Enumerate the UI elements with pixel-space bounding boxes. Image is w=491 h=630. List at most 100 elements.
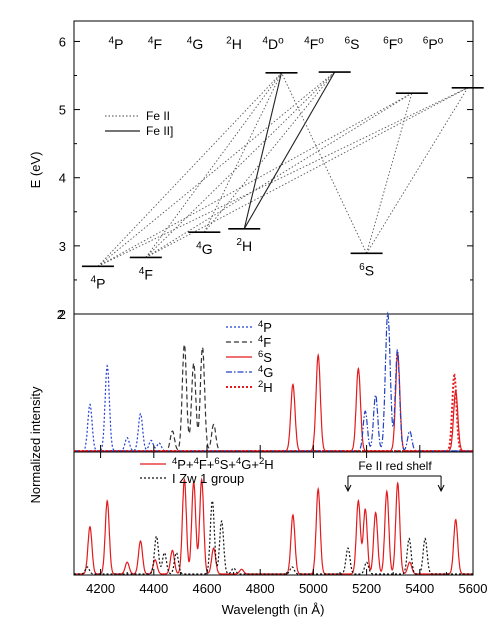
legend-label-4F-sup: 4 [258, 334, 263, 344]
legend-label-izw1: I Zw 1 group [172, 471, 244, 486]
top-label-6S: 6S [345, 35, 360, 52]
x-tick-label-4200: 4200 [86, 581, 115, 596]
component-curve-4P [74, 364, 473, 452]
legend-label-4F: 4F [258, 334, 271, 350]
combined-curve-model [74, 477, 473, 575]
transition-4F-6Fo [145, 92, 413, 258]
top-term-labels: 4P 4F 4G 2H 4Do 4Fo 6S 6Fo 6Po [109, 35, 444, 52]
component-curve-6S [74, 351, 473, 452]
top-label-4G-base: G [192, 36, 203, 52]
transition-4F-4Do [145, 72, 282, 258]
top-label-4Do: 4Do [262, 35, 284, 52]
top-label-6Po-sup2: o [438, 35, 444, 46]
top-label-2H-base: H [232, 36, 242, 52]
transition-4P-4Do [97, 72, 282, 267]
energy-panel-frame [73, 20, 474, 315]
level-label-2H-sup: 2 [236, 237, 242, 248]
transition-4F-6Po [145, 87, 468, 258]
combined-curve-izw1 [74, 499, 473, 575]
top-label-6Fo-sup2: o [397, 35, 403, 46]
combined-curves [74, 477, 473, 575]
energy-y-tick-label-3: 3 [59, 239, 66, 254]
x-tick-label-4400: 4400 [139, 581, 168, 596]
component-curves [74, 311, 473, 452]
top-label-4F-sup: 4 [148, 35, 154, 46]
legend-label-6S: 6S [258, 349, 272, 365]
transition-4F-4Fo [145, 71, 335, 258]
level-label-4F-base: F [144, 266, 153, 282]
level-label-2H-base: H [242, 238, 252, 254]
level-label-4G: 4G [196, 241, 213, 258]
level-label-2H: 2H [236, 237, 252, 254]
legend-model-base-4: H [264, 457, 273, 472]
legend-model-sup-1: 4 [194, 456, 199, 467]
legend-model-sup-3: 4 [236, 456, 241, 467]
top-label-4G-sup: 4 [187, 35, 193, 46]
energy-y-tick-label-4: 4 [59, 171, 66, 186]
top-label-4Fo: 4Fo [304, 35, 324, 52]
top-label-2H: 2H [226, 35, 242, 52]
combined-legend: 4P+4F+6S+4G+2HI Zw 1 group [140, 456, 274, 486]
transition-2H-4Do [243, 72, 283, 229]
x-axis: 4200 4400 4600 4800 5000 5200 5400 5600 [73, 445, 488, 596]
top-label-6Fo-sup: 6 [383, 35, 389, 46]
energy-y-axis: 2 3 4 5 6 [59, 34, 473, 322]
transition-4P-6Fo [97, 92, 413, 267]
top-label-4F: 4F [148, 35, 162, 52]
x-tick-label-5400: 5400 [405, 581, 434, 596]
transition-2H-4Fo [243, 71, 336, 230]
energy-legend: Fe II Fe II] [105, 109, 173, 138]
red-shelf-label: Fe II red shelf [358, 459, 432, 473]
transition-6S-4Do [281, 72, 368, 254]
red-shelf-annotation: Fe II red shelf [344, 459, 445, 493]
legend-model-base-3: G+ [241, 457, 259, 472]
legend-label-4P-base: P [263, 320, 272, 335]
energy-y-tick-label-5: 5 [59, 103, 66, 118]
top-label-6Fo: 6Fo [383, 35, 403, 52]
transition-4G-4Fo [203, 71, 336, 233]
top-label-2H-sup: 2 [226, 35, 232, 46]
component-curve-4F [74, 342, 473, 452]
components-panel-frame [73, 313, 474, 453]
level-label-6S-base: S [365, 262, 374, 278]
top-label-4G: 4G [187, 35, 204, 52]
component-curve-4G [74, 311, 473, 452]
legend-label-2H-base: H [263, 380, 272, 395]
level-label-4P: 4P [90, 275, 105, 292]
x-tick-label-4800: 4800 [246, 581, 275, 596]
level-label-4P-sup: 4 [90, 275, 96, 286]
x-tick-label-5600: 5600 [459, 581, 488, 596]
red-shelf-bracket [344, 475, 445, 493]
top-label-4F-base: F [154, 36, 163, 52]
level-label-4F: 4F [139, 266, 153, 283]
top-label-6Po: 6Po [423, 35, 444, 52]
legend-model-sup-2: 6 [214, 456, 219, 467]
level-label-4G-sup: 4 [196, 241, 202, 252]
level-label-4F-sup: 4 [139, 266, 145, 277]
x-axis-title: Wavelength (in Å) [222, 602, 325, 617]
shared-y-axis-title: Normalized intensity [28, 386, 43, 504]
legend-label-2H: 2H [258, 379, 273, 395]
legend-label-model: 4P+4F+6S+4G+2H [172, 456, 274, 472]
top-label-6S-sup: 6 [345, 35, 351, 46]
energy-y-tick-label-6: 6 [59, 34, 66, 49]
top-label-6Fo-base: F [389, 36, 398, 52]
top-label-4Fo-sup: 4 [304, 35, 310, 46]
level-label-4G-base: G [202, 241, 213, 257]
top-label-4Do-sup: 4 [262, 35, 268, 46]
transition-lines [97, 71, 469, 267]
legend-model-sup-4: 2 [259, 456, 264, 467]
legend-model-base-2: S+ [220, 457, 236, 472]
legend-label-4G-sup: 4 [258, 364, 263, 374]
legend-label-6S-base: S [263, 350, 272, 365]
combined-panel-frame [73, 451, 474, 576]
legend-label-fe-ii: Fe II [146, 109, 170, 123]
legend-label-4G-base: G [263, 365, 273, 380]
top-label-4Do-sup2: o [278, 35, 284, 46]
legend-label-4F-base: F [263, 335, 271, 350]
